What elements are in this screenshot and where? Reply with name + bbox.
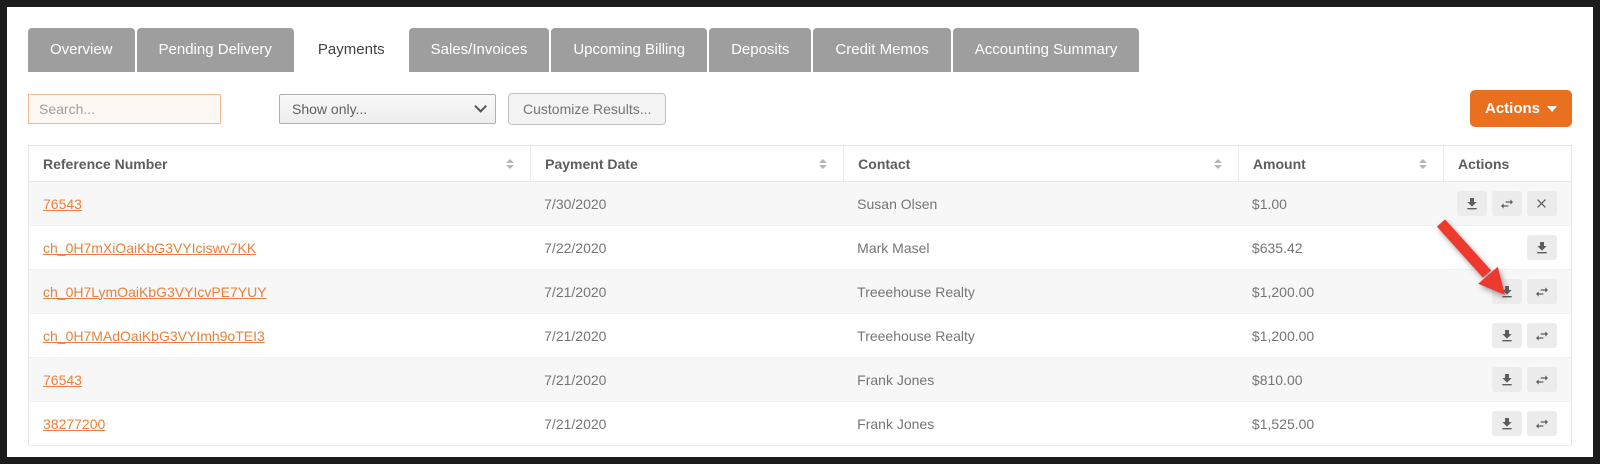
transfer-icon[interactable]: [1491, 191, 1522, 216]
search-input[interactable]: [28, 93, 221, 124]
download-icon[interactable]: [1456, 191, 1487, 216]
tab-upcoming-billing[interactable]: Upcoming Billing: [551, 28, 708, 72]
column-header-amount[interactable]: Amount: [1237, 146, 1443, 181]
reference-link[interactable]: 38277200: [43, 415, 106, 432]
reference-link[interactable]: ch_0H7LymOaiKbG3VYIcvPE7YUY: [43, 283, 267, 300]
column-label: Actions: [1457, 155, 1510, 172]
download-icon[interactable]: [1491, 367, 1522, 392]
reference-link[interactable]: 76543: [43, 371, 82, 388]
contact-cell: Susan Olsen: [857, 195, 938, 212]
tab-deposits[interactable]: Deposits: [709, 28, 812, 72]
tab-payments[interactable]: Payments: [295, 28, 407, 72]
payment-date-cell: 7/21/2020: [544, 371, 607, 388]
transfer-icon[interactable]: [1526, 323, 1557, 348]
actions-button[interactable]: Actions: [1469, 90, 1572, 127]
row-actions: [1443, 323, 1571, 348]
contact-cell: Frank Jones: [857, 371, 935, 388]
row-actions: [1443, 411, 1571, 436]
table-row: 38277200 7/21/2020 Frank Jones $1,525.00: [29, 402, 1571, 446]
transfer-icon[interactable]: [1526, 411, 1557, 436]
toolbar: Show only... Customize Results... Action…: [28, 90, 1572, 127]
reference-link[interactable]: ch_0H7MAdOaiKbG3VYImh9oTEI3: [43, 327, 265, 344]
amount-cell: $635.42: [1251, 239, 1303, 256]
column-header-payment-date[interactable]: Payment Date: [530, 146, 843, 181]
table-row: ch_0H7MAdOaiKbG3VYImh9oTEI3 7/21/2020 Tr…: [29, 314, 1571, 358]
tab-sales-invoices[interactable]: Sales/Invoices: [408, 28, 550, 72]
table-row: ch_0H7mXiOaiKbG3VYIciswv7KK 7/22/2020 Ma…: [29, 226, 1571, 270]
download-icon[interactable]: [1491, 279, 1522, 304]
cancel-icon[interactable]: [1526, 191, 1557, 216]
tab-accounting-summary[interactable]: Accounting Summary: [952, 28, 1140, 72]
payment-date-cell: 7/21/2020: [544, 283, 607, 300]
table-row: ch_0H7LymOaiKbG3VYIcvPE7YUY 7/21/2020 Tr…: [29, 270, 1571, 314]
customize-results-button[interactable]: Customize Results...: [508, 92, 667, 125]
reference-link[interactable]: ch_0H7mXiOaiKbG3VYIciswv7KK: [43, 239, 257, 256]
sort-icon[interactable]: [506, 158, 515, 169]
amount-cell: $1.00: [1251, 195, 1287, 212]
tab-pending-delivery[interactable]: Pending Delivery: [136, 28, 294, 72]
caret-down-icon: [1547, 105, 1557, 112]
contact-cell: Treeehouse Realty: [857, 283, 975, 300]
download-icon[interactable]: [1526, 235, 1557, 260]
column-label: Payment Date: [545, 155, 638, 172]
row-actions: [1443, 191, 1571, 216]
column-header-reference-number[interactable]: Reference Number: [29, 146, 530, 181]
download-icon[interactable]: [1491, 411, 1522, 436]
reference-link[interactable]: 76543: [43, 195, 82, 212]
table-row: 76543 7/21/2020 Frank Jones $810.00: [29, 358, 1571, 402]
payment-date-cell: 7/22/2020: [544, 239, 607, 256]
column-label: Amount: [1252, 155, 1306, 172]
column-label: Reference Number: [43, 155, 168, 172]
column-label: Contact: [858, 155, 911, 172]
amount-cell: $1,200.00: [1251, 283, 1315, 300]
actions-button-label: Actions: [1484, 100, 1540, 117]
payment-date-cell: 7/21/2020: [544, 327, 607, 344]
sort-icon[interactable]: [1418, 158, 1427, 169]
table-body: 76543 7/30/2020 Susan Olsen $1.00 ch_0H7…: [29, 182, 1571, 446]
amount-cell: $810.00: [1251, 371, 1303, 388]
tab-bar: Overview Pending Delivery Payments Sales…: [28, 28, 1572, 72]
chevron-down-icon: [474, 100, 487, 113]
row-actions: [1443, 235, 1571, 260]
tab-overview[interactable]: Overview: [28, 28, 135, 72]
amount-cell: $1,525.00: [1251, 415, 1315, 432]
contact-cell: Frank Jones: [857, 415, 935, 432]
contact-cell: Mark Masel: [857, 239, 930, 256]
column-header-actions: Actions: [1442, 146, 1571, 181]
row-actions: [1443, 279, 1571, 304]
sort-icon[interactable]: [1213, 158, 1222, 169]
payment-date-cell: 7/30/2020: [544, 195, 607, 212]
sort-icon[interactable]: [819, 158, 828, 169]
show-only-value: Show only...: [292, 100, 368, 117]
transfer-icon[interactable]: [1526, 367, 1557, 392]
payments-table: Reference Number Payment Date Contact Am…: [28, 145, 1572, 446]
table-header-row: Reference Number Payment Date Contact Am…: [29, 145, 1571, 182]
amount-cell: $1,200.00: [1251, 327, 1315, 344]
download-icon[interactable]: [1491, 323, 1522, 348]
transfer-icon[interactable]: [1526, 279, 1557, 304]
tab-credit-memos[interactable]: Credit Memos: [813, 28, 951, 72]
contact-cell: Treeehouse Realty: [857, 327, 975, 344]
row-actions: [1443, 367, 1571, 392]
payment-date-cell: 7/21/2020: [544, 415, 607, 432]
column-header-contact[interactable]: Contact: [843, 146, 1238, 181]
show-only-select[interactable]: Show only...: [279, 93, 496, 124]
table-row: 76543 7/30/2020 Susan Olsen $1.00: [29, 182, 1571, 226]
